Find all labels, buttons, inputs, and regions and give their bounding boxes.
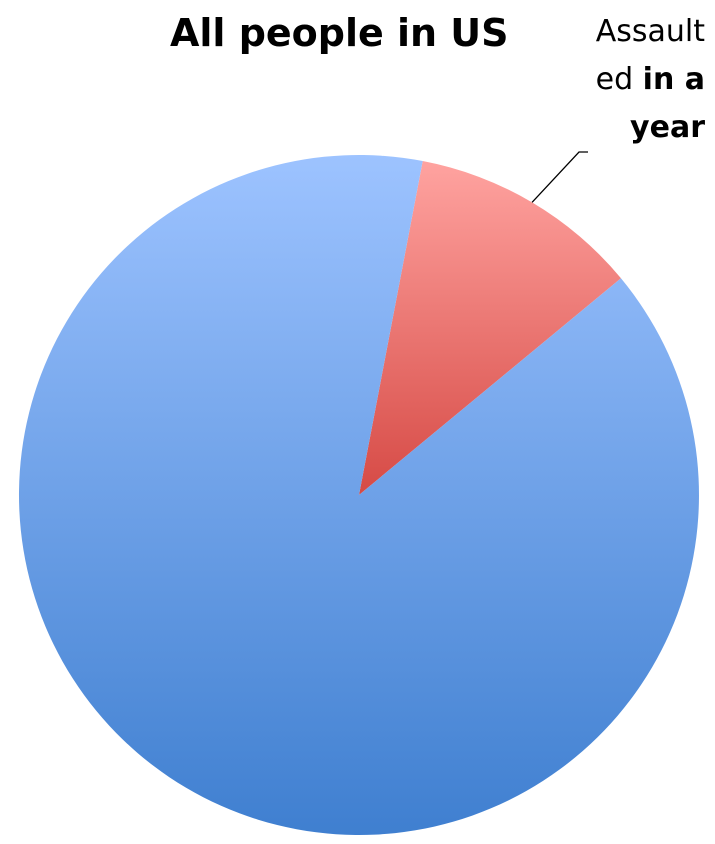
slice-label-bold-text: in a — [642, 62, 705, 97]
slice-label-line: Assault — [555, 8, 705, 56]
slices-layer — [18, 154, 699, 835]
slice-label-text: ed — [595, 62, 643, 97]
slice-label-bold-text: year — [630, 110, 705, 145]
slice-label-line: year — [555, 104, 705, 152]
slice-label-assaulted: Assault ed in a year — [555, 8, 705, 152]
pie-slice-assaulted — [359, 161, 621, 495]
chart-title: All people in US — [170, 11, 509, 55]
slice-label-leader-line — [531, 151, 588, 203]
slice-label-text: Assault — [595, 14, 705, 49]
pie-slice-other — [18, 154, 699, 835]
slice-label-line: ed in a — [555, 56, 705, 104]
